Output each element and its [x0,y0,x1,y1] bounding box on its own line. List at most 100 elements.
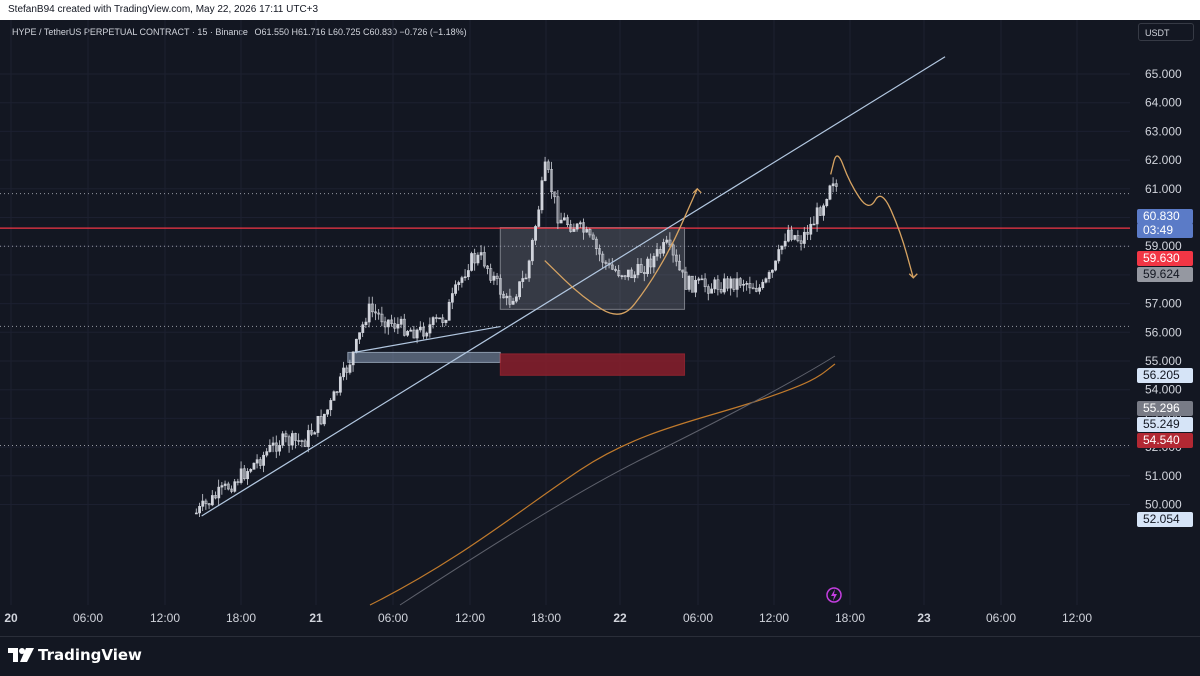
candle-body[interactable] [361,324,365,333]
candle-body[interactable] [409,329,413,332]
candle-body[interactable] [697,278,701,281]
candle-body[interactable] [703,278,707,288]
candle-body[interactable] [383,321,387,328]
candle-body[interactable] [732,278,736,290]
candle-body[interactable] [572,228,576,232]
candle-body[interactable] [742,283,745,286]
candle-body[interactable] [502,293,505,299]
candle-body[interactable] [434,317,438,319]
candle-body[interactable] [767,272,771,279]
main-trendline[interactable] [201,56,946,517]
candle-body[interactable] [396,324,400,329]
candle-body[interactable] [230,488,233,492]
candle-body[interactable] [399,318,403,325]
symbol-info[interactable]: HYPE / TetherUS PERPETUAL CONTRACT · 15 … [12,27,248,37]
candle-body[interactable] [258,459,262,466]
candle-body[interactable] [806,231,809,235]
candle-body[interactable] [678,260,681,271]
candle-body[interactable] [431,317,435,325]
candle-body[interactable] [447,301,451,321]
candle-body[interactable] [505,295,509,299]
candle-body[interactable] [534,226,537,241]
candle-body[interactable] [719,288,723,293]
candle-body[interactable] [518,281,521,298]
candle-body[interactable] [585,229,589,233]
candle-body[interactable] [524,277,528,280]
candles[interactable] [194,156,838,518]
candle-body[interactable] [508,295,512,305]
candle-body[interactable] [710,288,713,294]
candle-body[interactable] [706,286,710,294]
candle-body[interactable] [374,311,377,314]
candle-body[interactable] [620,275,624,277]
candle-body[interactable] [354,338,358,353]
candle-body[interactable] [438,317,441,320]
candle-body[interactable] [774,260,777,271]
candle-body[interactable] [745,283,749,285]
candle-body[interactable] [402,318,406,336]
candle-body[interactable] [562,217,566,221]
horizontal-lines[interactable] [0,193,1130,447]
candle-body[interactable] [441,317,445,323]
candle-body[interactable] [582,222,585,233]
candle-body[interactable] [422,326,425,337]
candle-body[interactable] [287,436,291,446]
projection-path[interactable] [830,155,914,278]
candle-body[interactable] [796,235,800,242]
candle-body[interactable] [802,231,806,244]
candle-body[interactable] [630,269,633,279]
candle-body[interactable] [511,300,515,305]
candle-body[interactable] [271,442,275,446]
candle-body[interactable] [329,400,333,411]
candle-body[interactable] [255,459,259,464]
candle-body[interactable] [479,252,483,256]
candle-body[interactable] [713,279,717,290]
candle-body[interactable] [470,253,473,271]
candle-body[interactable] [623,275,627,278]
candle-body[interactable] [281,433,285,446]
candle-body[interactable] [450,293,454,303]
candle-body[interactable] [665,239,669,243]
candle-body[interactable] [492,275,496,281]
candle-body[interactable] [425,332,429,337]
candle-body[interactable] [674,254,678,262]
candle-body[interactable] [226,483,230,490]
alert-icon[interactable] [826,587,842,603]
candle-body[interactable] [716,279,720,290]
candle-body[interactable] [306,430,310,447]
candle-body[interactable] [588,229,592,236]
candle-body[interactable] [754,287,758,292]
candle-body[interactable] [319,415,323,425]
candle-body[interactable] [668,239,672,246]
candle-body[interactable] [540,180,544,211]
candle-body[interactable] [566,217,569,225]
candle-body[interactable] [223,483,227,486]
candle-body[interactable] [284,433,288,438]
candle-body[interactable] [233,481,237,492]
symbol-legend[interactable]: HYPE / TetherUS PERPETUAL CONTRACT · 15 … [12,27,467,37]
candle-body[interactable] [390,319,393,324]
candle-body[interactable] [262,454,265,466]
candle-body[interactable] [274,442,278,452]
candle-body[interactable] [342,367,345,378]
zone-light-blue[interactable] [347,351,501,363]
tradingview-logo[interactable]: TradingView [8,646,142,664]
candle-body[interactable] [527,260,531,279]
candle-body[interactable] [761,281,765,289]
candle-body[interactable] [460,277,464,283]
candle-body[interactable] [207,503,211,506]
candle-body[interactable] [345,367,349,373]
candle-body[interactable] [377,312,381,315]
candle-body[interactable] [598,248,601,255]
candle-body[interactable] [322,413,326,425]
candle-body[interactable] [204,500,208,504]
candle-body[interactable] [655,249,659,257]
drawings[interactable] [201,56,946,517]
candle-body[interactable] [351,351,355,366]
candle-body[interactable] [729,278,733,289]
candle-body[interactable] [489,268,493,281]
candle-body[interactable] [367,303,371,323]
candle-body[interactable] [783,240,787,247]
candle-body[interactable] [614,268,617,271]
